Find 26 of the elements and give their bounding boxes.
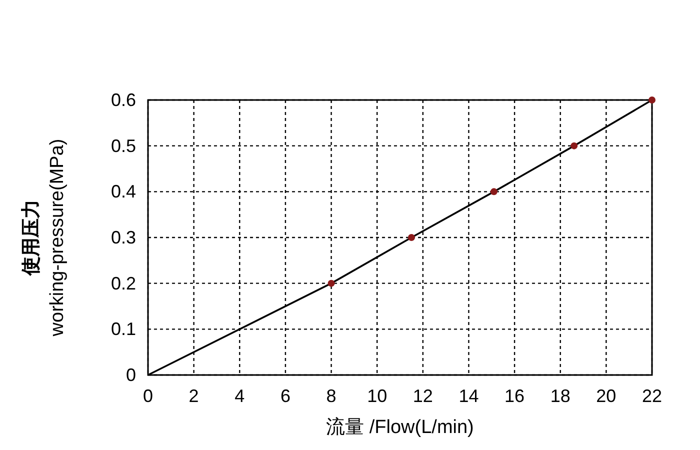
x-tick-label: 20 (596, 386, 616, 406)
x-tick-label: 16 (504, 386, 525, 406)
x-axis-title: 流量 /Flow(L/min) (326, 416, 474, 438)
point (570, 142, 578, 150)
x-tick-label: 22 (642, 386, 662, 406)
y-tick-label: 0 (126, 365, 136, 385)
x-tick-label: 6 (280, 386, 290, 406)
point (648, 96, 656, 104)
x-tick-label: 10 (367, 386, 388, 406)
y-tick-label: 0.1 (110, 319, 136, 340)
y-tick-label: 0.6 (110, 90, 136, 110)
y-axis-title: 使用压力 working-pressure(MPa) (20, 138, 68, 338)
x-tick-label: 0 (142, 386, 154, 406)
x-tick-label: 14 (458, 386, 479, 406)
point (490, 188, 498, 196)
y-tick-label: 0.5 (110, 136, 136, 156)
x-tick-label: 8 (326, 386, 336, 406)
point (328, 280, 335, 287)
x-tick-label: 18 (550, 386, 570, 406)
y-tick-label: 0.2 (110, 273, 136, 294)
x-tick-label: 12 (412, 386, 433, 406)
y-tick-label: 0.3 (110, 228, 136, 248)
y-tick-label: 0.4 (110, 182, 136, 202)
point (408, 234, 415, 241)
x-tick-label: 4 (234, 386, 245, 406)
x-tick-label: 2 (188, 386, 199, 406)
